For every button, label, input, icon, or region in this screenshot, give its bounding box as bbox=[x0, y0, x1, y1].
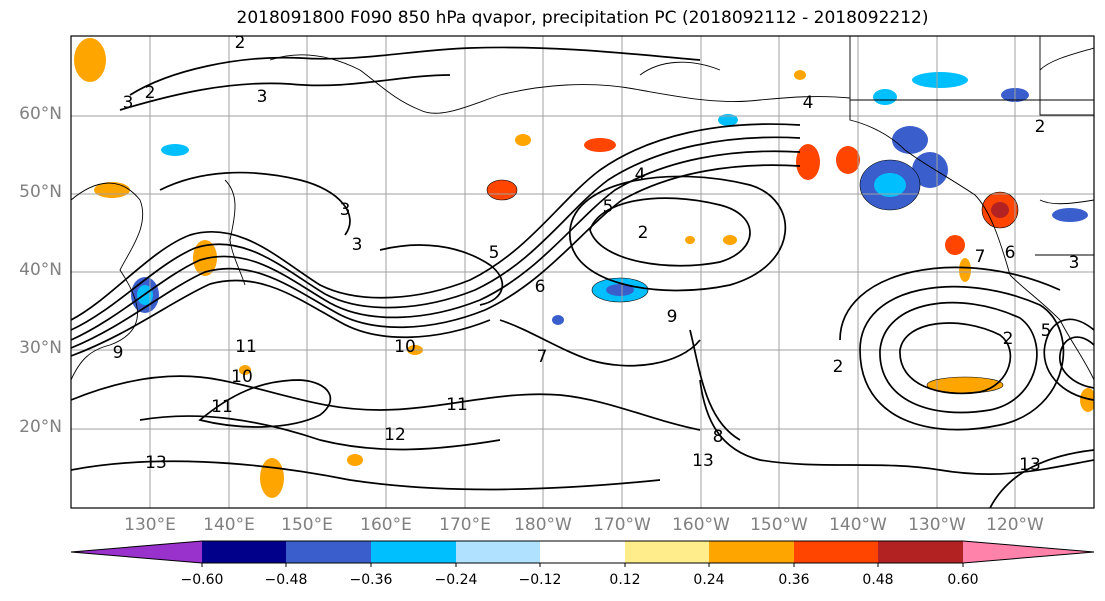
contour-label: 2 bbox=[833, 357, 844, 377]
lat-label-60: 60°N bbox=[19, 104, 62, 124]
contour-label: 11 bbox=[446, 395, 468, 415]
contour-label: 6 bbox=[1005, 243, 1016, 263]
colorbar-segment bbox=[286, 541, 371, 563]
colorbar-tick-label: −0.48 bbox=[264, 572, 308, 588]
colorbar-tick-label: −0.60 bbox=[180, 572, 224, 588]
contour-label: 3 bbox=[352, 235, 363, 255]
plot-frame bbox=[70, 35, 1095, 509]
contour-label: 4 bbox=[803, 93, 814, 113]
contour-label: 13 bbox=[145, 453, 167, 473]
contour-label: 5 bbox=[1041, 321, 1052, 341]
contour-label: 8 bbox=[713, 427, 724, 447]
map-title: 2018091800 F090 850 hPa qvapor, precipit… bbox=[236, 8, 929, 28]
contour-label: 3 bbox=[340, 200, 351, 220]
contour-label: 4 bbox=[635, 165, 646, 185]
colorbar-tick-label: −0.24 bbox=[434, 572, 478, 588]
qvapor-contours bbox=[71, 46, 1094, 508]
lat-label-40: 40°N bbox=[19, 260, 62, 280]
colorbar-tick-label: 0.24 bbox=[693, 572, 725, 588]
lat-label-20: 20°N bbox=[19, 417, 62, 437]
colorbar-extend-high bbox=[963, 541, 1094, 563]
contour-label: 11 bbox=[211, 397, 233, 417]
contour-label: 12 bbox=[384, 425, 406, 445]
contour-label: 2 bbox=[638, 223, 649, 243]
colorbar-segment bbox=[371, 541, 456, 563]
colorbar-tick-label: −0.36 bbox=[349, 572, 393, 588]
contour-label: 5 bbox=[489, 243, 500, 263]
contour-label: 3 bbox=[123, 93, 134, 113]
precip-outlines bbox=[486, 159, 1019, 394]
lon-label: 180°W bbox=[514, 515, 572, 535]
contour-label: 7 bbox=[975, 247, 986, 267]
contour-label: 3 bbox=[1069, 253, 1080, 273]
colorbar-segment bbox=[794, 541, 878, 563]
colorbar-tick-label: −0.12 bbox=[518, 572, 562, 588]
lon-label: 150°W bbox=[750, 515, 808, 535]
colorbar-segment bbox=[540, 541, 625, 563]
colorbar-tick-label: 0.36 bbox=[778, 572, 810, 588]
colorbar-segment bbox=[709, 541, 794, 563]
lon-label: 140°E bbox=[203, 515, 255, 535]
lon-label: 170°W bbox=[593, 515, 651, 535]
lon-label: 160°W bbox=[672, 515, 730, 535]
colorbar-extend-low bbox=[71, 541, 202, 563]
colorbar bbox=[70, 540, 1095, 567]
colorbar-tick-label: 0.12 bbox=[609, 572, 641, 588]
colorbar-segment bbox=[625, 541, 709, 563]
colorbar-segment bbox=[202, 541, 286, 563]
lon-label: 130°W bbox=[908, 515, 966, 535]
colorbar-tick-label: 0.48 bbox=[862, 572, 894, 588]
contour-label: 5 bbox=[603, 197, 614, 217]
coastlines bbox=[71, 36, 1094, 381]
contour-label: 9 bbox=[113, 343, 124, 363]
contour-label: 7 bbox=[537, 347, 548, 367]
contour-label: 2 bbox=[145, 83, 156, 103]
contour-label: 9 bbox=[667, 307, 678, 327]
colorbar-segment bbox=[878, 541, 963, 563]
contour-label: 2 bbox=[1035, 117, 1046, 137]
lon-label: 140°W bbox=[829, 515, 887, 535]
lon-label: 120°W bbox=[986, 515, 1044, 535]
colorbar-segment bbox=[456, 541, 540, 563]
contour-label: 2 bbox=[235, 33, 246, 53]
contour-label: 10 bbox=[231, 367, 253, 387]
precip-shading bbox=[74, 38, 1094, 498]
lon-label: 160°E bbox=[360, 515, 412, 535]
contour-label: 13 bbox=[1019, 455, 1041, 475]
graticule bbox=[71, 36, 1094, 508]
lon-label: 150°E bbox=[281, 515, 333, 535]
contour-label: 13 bbox=[692, 451, 714, 471]
contour-label: 10 bbox=[394, 337, 416, 357]
lat-label-30: 30°N bbox=[19, 338, 62, 358]
contour-label: 3 bbox=[257, 87, 268, 107]
colorbar-tick-label: 0.60 bbox=[947, 572, 979, 588]
lat-label-50: 50°N bbox=[19, 182, 62, 202]
lon-label: 130°E bbox=[124, 515, 176, 535]
contour-label: 6 bbox=[535, 277, 546, 297]
contour-label: 11 bbox=[235, 337, 257, 357]
lon-label: 170°E bbox=[439, 515, 491, 535]
contour-label: 2 bbox=[1003, 329, 1014, 349]
